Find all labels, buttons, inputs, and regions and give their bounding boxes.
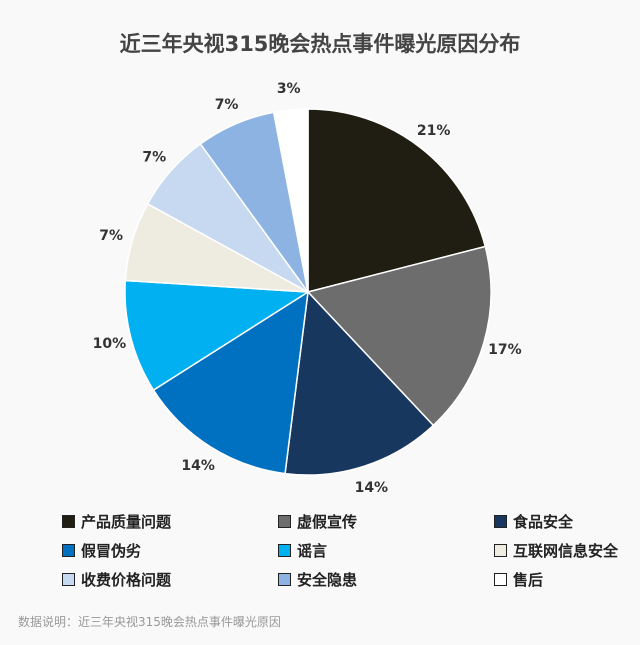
legend-label: 假冒伪劣	[81, 542, 142, 560]
legend-swatch	[494, 544, 507, 557]
legend-item: 安全隐患	[278, 569, 357, 590]
legend-swatch	[62, 544, 75, 557]
legend-item: 收费价格问题	[62, 569, 171, 590]
legend-swatch	[278, 573, 291, 586]
data-label: 10%	[93, 336, 127, 352]
legend-item: 虚假宣传	[278, 511, 357, 532]
pie-slice	[306, 245, 492, 427]
legend-label: 虚假宣传	[297, 513, 358, 531]
legend-item: 互联网信息安全	[494, 540, 618, 561]
legend-item: 售后	[494, 569, 543, 590]
pie-slice	[272, 108, 309, 293]
data-label: 7%	[99, 228, 123, 244]
legend-swatch	[494, 573, 507, 586]
legend-swatch	[62, 573, 75, 586]
legend-item: 假冒伪劣	[62, 540, 141, 561]
pie-slice	[284, 290, 435, 476]
pie-slice	[152, 290, 309, 475]
legend-item: 食品安全	[494, 511, 573, 532]
legend-label: 产品质量问题	[81, 513, 172, 531]
pie-chart: 21% 17% 14% 14% 10% 7% 7% 7% 3%	[93, 81, 522, 496]
legend-swatch	[62, 515, 75, 528]
data-label: 7%	[142, 149, 166, 165]
pie-slice	[307, 108, 487, 293]
legend-label: 收费价格问题	[81, 571, 172, 589]
legend-item: 产品质量问题	[62, 511, 171, 532]
legend-swatch	[494, 515, 507, 528]
legend-label: 互联网信息安全	[513, 542, 619, 560]
data-label: 7%	[215, 97, 239, 113]
legend-item: 谣言	[278, 540, 327, 561]
data-label: 14%	[355, 480, 389, 496]
chart-title: 近三年央视315晚会热点事件曝光原因分布	[119, 32, 521, 56]
data-label: 14%	[181, 458, 215, 474]
data-label: 17%	[488, 342, 522, 358]
pie-slice	[124, 279, 311, 392]
data-label: 21%	[417, 123, 451, 139]
legend-label: 售后	[513, 571, 544, 589]
legend-swatch	[278, 544, 291, 557]
data-label: 3%	[277, 81, 301, 97]
data-note: 数据说明：近三年央视315晚会热点事件曝光原因	[18, 615, 281, 629]
legend-label: 安全隐患	[297, 571, 358, 589]
legend-label: 谣言	[297, 542, 328, 560]
legend-swatch	[278, 515, 291, 528]
legend-label: 食品安全	[513, 513, 574, 531]
